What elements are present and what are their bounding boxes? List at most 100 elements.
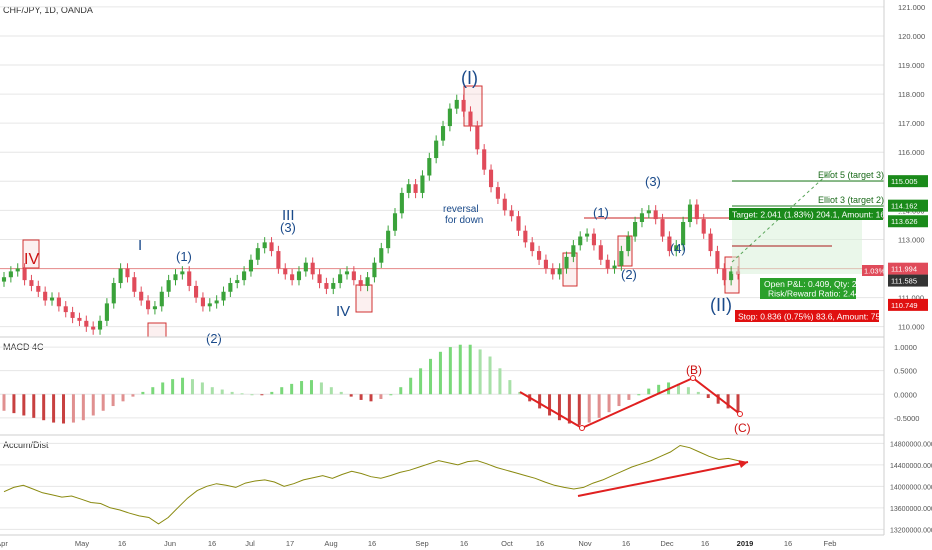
macd-bar <box>686 387 690 395</box>
candle-body <box>180 271 185 275</box>
macd-bar <box>657 384 661 395</box>
macd-bar <box>538 394 542 409</box>
price-badge-label: 115.005 <box>891 177 918 186</box>
macd-bar <box>230 391 234 395</box>
candle-body <box>626 236 631 252</box>
macd-bars <box>2 344 740 425</box>
macd-bar <box>309 380 313 395</box>
open-pl-label: Open P&L: 0.409, Qty: 299 <box>764 279 866 289</box>
candle-body <box>722 268 727 281</box>
macd-bar <box>438 351 442 395</box>
candle-body <box>701 219 706 234</box>
candle-body <box>523 230 528 243</box>
wave-label-w1: (1) <box>593 205 609 220</box>
price-tick-label: 118.000 <box>898 90 925 99</box>
x-tick-label: Oct <box>501 539 514 548</box>
macd-bar <box>409 377 413 395</box>
candle-body <box>598 245 603 260</box>
accum-title: Accum/Dist <box>3 440 49 450</box>
x-tick-label: Jun <box>164 539 176 548</box>
candle-body <box>296 271 302 281</box>
wave-label-blue-i: I <box>138 237 142 254</box>
candle-body <box>187 271 192 286</box>
macd-bar <box>488 356 492 395</box>
candle-body <box>331 283 336 289</box>
candle-body <box>530 242 535 252</box>
macd-bar <box>359 394 363 400</box>
candle-body <box>386 230 391 249</box>
accum-grid <box>0 442 884 530</box>
wave-label-blue-iii-sub: (3) <box>280 220 296 235</box>
risk-reward-label: Risk/Reward Ratio: 2.44 <box>768 289 860 299</box>
x-tick-label: Nov <box>578 539 592 548</box>
x-tick-label: 16 <box>368 539 376 548</box>
candle-body <box>578 236 583 246</box>
candle-body <box>77 317 82 321</box>
price-axis-badges: 115.005 114.162 113.626 111.994 111.585 110.7… <box>888 175 928 311</box>
macd-bar <box>200 382 204 395</box>
macd-bar <box>300 381 304 395</box>
price-badge-label: 111.994 <box>891 265 917 274</box>
x-tick-label: 16 <box>701 539 709 548</box>
macd-y-axis: 1.0000 0.5000 0.0000 -0.5000 <box>894 343 919 423</box>
candle-body <box>729 271 734 281</box>
candle-body <box>605 259 610 269</box>
macd-bar <box>448 347 452 395</box>
x-tick-label: Dec <box>660 539 674 548</box>
wave-label-blue-2: (2) <box>206 331 222 346</box>
candle-body <box>29 280 34 286</box>
accum-panel: Accum/Dist 14800000.0000 14400000.0000 140… <box>0 434 932 534</box>
x-tick-label: Sep <box>415 539 428 548</box>
macd-bar <box>210 387 214 395</box>
macd-trend-line <box>519 376 741 430</box>
candle-body <box>159 291 164 307</box>
macd-bar <box>548 394 552 416</box>
candle-body <box>351 271 356 281</box>
candle-body <box>392 213 398 231</box>
candle-body <box>228 283 233 292</box>
price-tick-label: 120.000 <box>898 32 925 41</box>
wave-label-blue-i-sub: (1) <box>176 249 192 264</box>
macd-bar <box>647 388 651 395</box>
macd-bar <box>736 394 740 414</box>
wave-label-red-iv: IV <box>24 251 39 268</box>
accum-tick-label: 13600000.0000 <box>890 506 932 513</box>
candle-body <box>681 222 686 246</box>
price-tick-label: 119.000 <box>898 61 925 70</box>
macd-tick-label: 0.5000 <box>894 367 917 376</box>
price-badge <box>888 215 928 228</box>
wave-label-blue-iii: III <box>282 207 295 224</box>
macd-bar <box>676 383 680 395</box>
accum-tick-label: 13200000.0000 <box>890 527 932 534</box>
accum-tick-label: 14000000.0000 <box>890 484 932 491</box>
candle-body <box>310 262 315 275</box>
macd-trend-point <box>579 425 585 431</box>
x-tick-label: 16 <box>118 539 126 548</box>
candle-body <box>564 256 569 269</box>
macd-bar <box>81 394 85 421</box>
macd-tick-label: 0.0000 <box>894 390 917 399</box>
candle-body <box>344 271 350 275</box>
candle-body <box>557 268 562 275</box>
macd-trend-point <box>737 411 743 417</box>
candle-body <box>173 274 178 281</box>
candle-body <box>214 300 219 304</box>
x-tick-label: 2019 <box>737 539 754 548</box>
candle-body <box>255 248 260 260</box>
target-label: Target: 2.041 (1.83%) 204.1, Amount: 161… <box>732 210 907 220</box>
candle-body <box>15 268 20 272</box>
candle-body <box>571 245 576 257</box>
wave-highlight-box <box>463 85 483 127</box>
candle-body <box>585 233 590 237</box>
candles <box>1 94 741 335</box>
macd-bar <box>716 394 720 404</box>
open-pl-badge-bg <box>760 278 856 299</box>
macd-bar <box>458 344 462 395</box>
reversal-note-line2: for down <box>445 215 483 226</box>
macd-bar <box>349 394 353 397</box>
price-badge <box>888 175 928 188</box>
accum-tick-label: 14400000.0000 <box>890 463 932 470</box>
candle-body <box>502 198 507 211</box>
candle-body <box>667 236 672 252</box>
candle-body <box>36 285 41 292</box>
